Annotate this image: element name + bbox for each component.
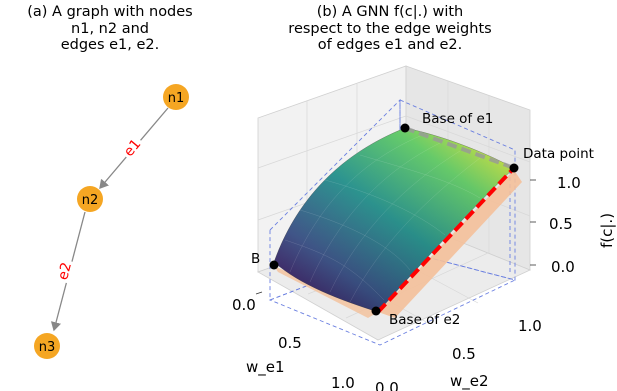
point-base-e2	[371, 306, 381, 316]
annotation-base-e2: Base of e2	[389, 312, 460, 328]
y-tick-3: 1.0	[518, 317, 542, 335]
annotation-data-point: Data point	[523, 146, 594, 162]
surface-panel: Base of e1 Data point Base of e2 B 1.0 0…	[232, 65, 616, 391]
z-tick-1: 1.0	[557, 174, 581, 192]
node-label-n3: n3	[39, 340, 56, 355]
y-axis: 0.0 0.5 1.0 w_e2	[375, 317, 542, 391]
node-n1	[163, 84, 189, 110]
node-n3	[34, 333, 60, 359]
surface-wireframe	[284, 135, 481, 303]
node-n2	[77, 186, 103, 212]
x-tick-2: 0.5	[278, 334, 302, 352]
gnn-surface-shade	[274, 128, 514, 312]
z-tick-2: 0.5	[549, 215, 573, 233]
node-label-n1: n1	[168, 91, 185, 106]
point-base-e1	[400, 123, 410, 133]
path-gray-dashed	[404, 126, 515, 170]
panel-a-caption: (a) A graph with nodes n1, n2 and edges …	[27, 4, 193, 53]
path-red-dashed	[376, 166, 516, 314]
annotation-b: B	[251, 251, 260, 267]
point-b	[269, 260, 279, 270]
panel-b-caption: (b) A GNN f(c|.) with respect to the edg…	[288, 4, 492, 53]
z-axis-label: f(c|.)	[598, 213, 616, 248]
x-axis: 0.0 0.5 1.0 w_e1	[232, 291, 355, 391]
y-tick-2: 0.5	[452, 345, 476, 363]
x-tick-3: 1.0	[331, 374, 355, 391]
edge-label-e2: e2	[55, 261, 75, 282]
node-label-n2: n2	[82, 193, 99, 208]
graph-panel: n1 n2 n3 e1 e2	[34, 84, 189, 359]
y-axis-label: w_e2	[450, 372, 489, 391]
x-axis-label: w_e1	[246, 358, 285, 377]
z-axis: 1.0 0.5 0.0 f(c|.)	[530, 174, 616, 276]
y-tick-1: 0.0	[375, 379, 399, 391]
point-data	[509, 163, 519, 173]
z-tick-3: 0.0	[551, 258, 575, 276]
x-tick-1: 0.0	[232, 296, 256, 314]
annotation-base-e1: Base of e1	[422, 111, 493, 127]
area-under-path	[378, 170, 522, 318]
